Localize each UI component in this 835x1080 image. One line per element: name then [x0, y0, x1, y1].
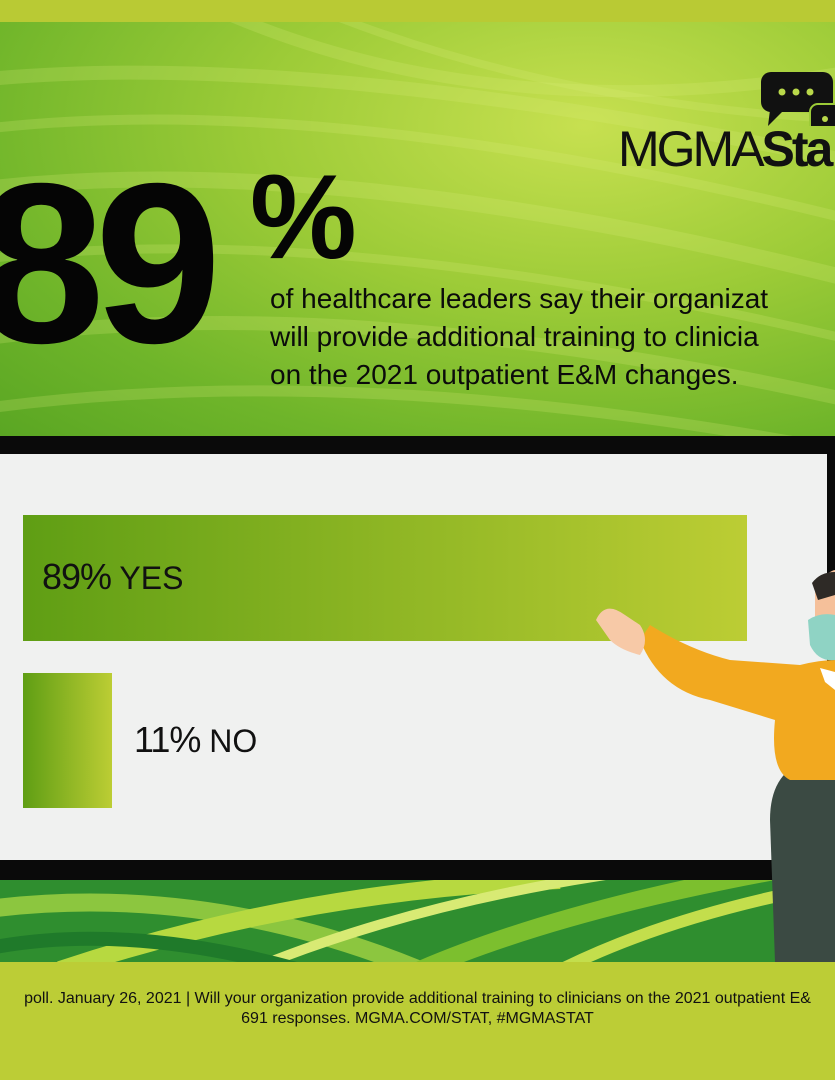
mgma-stat-logo: MGMASta: [618, 70, 835, 180]
logo-text-light: MGMA: [618, 121, 765, 177]
bottom-decoration: [0, 880, 835, 962]
logo-text-bold: Sta: [761, 121, 834, 177]
bar-label-no: 11% NO: [134, 719, 257, 761]
hero-banner: MGMASta: [0, 22, 835, 436]
bar-value-label: 11%: [134, 718, 201, 760]
bar-no: [23, 673, 112, 808]
bar-category-label: YES: [111, 560, 184, 596]
footer-responses-line: 691 responses. MGMA.COM/STAT, #MGMASTAT: [241, 1010, 594, 1027]
bar-label-yes: 89% YES: [42, 556, 183, 598]
bar-value-label: 89%: [42, 556, 112, 597]
footer-source-line: poll. January 26, 2021 | Will your organ…: [24, 990, 811, 1007]
bar-category-label: NO: [200, 722, 258, 759]
background-streaks: [0, 22, 835, 436]
percent-sign: %: [250, 150, 357, 284]
big-percentage-number: 89: [0, 137, 222, 391]
top-band: [0, 0, 835, 22]
footer: poll. January 26, 2021 | Will your organ…: [0, 962, 835, 1080]
logo-wordmark: MGMASta: [618, 121, 834, 177]
chat-bubbles-icon: [761, 72, 835, 126]
headline-text: of healthcare leaders say their organiza…: [270, 283, 769, 390]
